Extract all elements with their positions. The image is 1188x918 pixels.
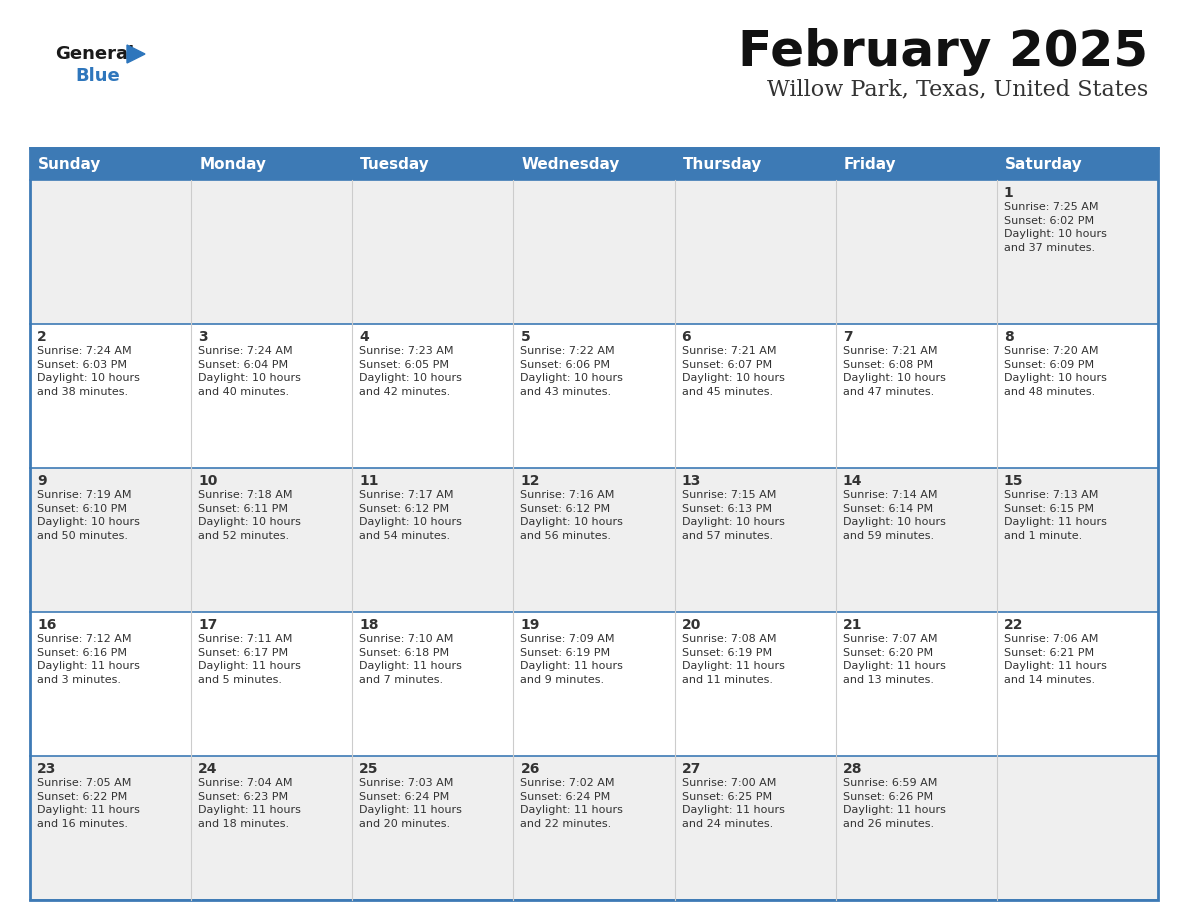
Text: Sunrise: 7:13 AM
Sunset: 6:15 PM
Daylight: 11 hours
and 1 minute.: Sunrise: 7:13 AM Sunset: 6:15 PM Dayligh… — [1004, 490, 1107, 541]
Text: Sunrise: 7:25 AM
Sunset: 6:02 PM
Daylight: 10 hours
and 37 minutes.: Sunrise: 7:25 AM Sunset: 6:02 PM Dayligh… — [1004, 202, 1107, 252]
Text: 9: 9 — [37, 474, 46, 488]
Text: 4: 4 — [359, 330, 369, 344]
Text: Sunrise: 7:17 AM
Sunset: 6:12 PM
Daylight: 10 hours
and 54 minutes.: Sunrise: 7:17 AM Sunset: 6:12 PM Dayligh… — [359, 490, 462, 541]
Bar — [30, 468, 1158, 612]
Text: 24: 24 — [198, 762, 217, 776]
Text: Sunrise: 6:59 AM
Sunset: 6:26 PM
Daylight: 11 hours
and 26 minutes.: Sunrise: 6:59 AM Sunset: 6:26 PM Dayligh… — [842, 778, 946, 829]
Text: 14: 14 — [842, 474, 862, 488]
Text: Sunrise: 7:15 AM
Sunset: 6:13 PM
Daylight: 10 hours
and 57 minutes.: Sunrise: 7:15 AM Sunset: 6:13 PM Dayligh… — [682, 490, 784, 541]
Text: Sunrise: 7:03 AM
Sunset: 6:24 PM
Daylight: 11 hours
and 20 minutes.: Sunrise: 7:03 AM Sunset: 6:24 PM Dayligh… — [359, 778, 462, 829]
Bar — [30, 756, 1158, 900]
Text: Sunrise: 7:10 AM
Sunset: 6:18 PM
Daylight: 11 hours
and 7 minutes.: Sunrise: 7:10 AM Sunset: 6:18 PM Dayligh… — [359, 634, 462, 685]
Text: 28: 28 — [842, 762, 862, 776]
Text: Sunrise: 7:21 AM
Sunset: 6:08 PM
Daylight: 10 hours
and 47 minutes.: Sunrise: 7:21 AM Sunset: 6:08 PM Dayligh… — [842, 346, 946, 397]
Text: Sunrise: 7:20 AM
Sunset: 6:09 PM
Daylight: 10 hours
and 48 minutes.: Sunrise: 7:20 AM Sunset: 6:09 PM Dayligh… — [1004, 346, 1107, 397]
Text: 7: 7 — [842, 330, 852, 344]
Text: 5: 5 — [520, 330, 530, 344]
Text: 10: 10 — [198, 474, 217, 488]
Text: 19: 19 — [520, 618, 539, 632]
Polygon shape — [127, 45, 145, 63]
Text: Sunrise: 7:22 AM
Sunset: 6:06 PM
Daylight: 10 hours
and 43 minutes.: Sunrise: 7:22 AM Sunset: 6:06 PM Dayligh… — [520, 346, 624, 397]
Text: Saturday: Saturday — [1005, 156, 1082, 172]
Text: Sunrise: 7:19 AM
Sunset: 6:10 PM
Daylight: 10 hours
and 50 minutes.: Sunrise: 7:19 AM Sunset: 6:10 PM Dayligh… — [37, 490, 140, 541]
Text: 22: 22 — [1004, 618, 1023, 632]
Text: 8: 8 — [1004, 330, 1013, 344]
Text: Sunrise: 7:12 AM
Sunset: 6:16 PM
Daylight: 11 hours
and 3 minutes.: Sunrise: 7:12 AM Sunset: 6:16 PM Dayligh… — [37, 634, 140, 685]
Text: Sunrise: 7:23 AM
Sunset: 6:05 PM
Daylight: 10 hours
and 42 minutes.: Sunrise: 7:23 AM Sunset: 6:05 PM Dayligh… — [359, 346, 462, 397]
Text: 26: 26 — [520, 762, 539, 776]
Text: Sunday: Sunday — [38, 156, 101, 172]
Text: 1: 1 — [1004, 186, 1013, 200]
Text: Sunrise: 7:07 AM
Sunset: 6:20 PM
Daylight: 11 hours
and 13 minutes.: Sunrise: 7:07 AM Sunset: 6:20 PM Dayligh… — [842, 634, 946, 685]
Text: 27: 27 — [682, 762, 701, 776]
Text: 16: 16 — [37, 618, 56, 632]
Text: Sunrise: 7:02 AM
Sunset: 6:24 PM
Daylight: 11 hours
and 22 minutes.: Sunrise: 7:02 AM Sunset: 6:24 PM Dayligh… — [520, 778, 624, 829]
Text: 11: 11 — [359, 474, 379, 488]
Bar — [30, 612, 1158, 756]
Text: 2: 2 — [37, 330, 46, 344]
Text: Sunrise: 7:14 AM
Sunset: 6:14 PM
Daylight: 10 hours
and 59 minutes.: Sunrise: 7:14 AM Sunset: 6:14 PM Dayligh… — [842, 490, 946, 541]
Text: Willow Park, Texas, United States: Willow Park, Texas, United States — [766, 78, 1148, 100]
Text: Sunrise: 7:18 AM
Sunset: 6:11 PM
Daylight: 10 hours
and 52 minutes.: Sunrise: 7:18 AM Sunset: 6:11 PM Dayligh… — [198, 490, 301, 541]
Text: 12: 12 — [520, 474, 539, 488]
Text: Thursday: Thursday — [683, 156, 762, 172]
Text: 13: 13 — [682, 474, 701, 488]
Text: Sunrise: 7:21 AM
Sunset: 6:07 PM
Daylight: 10 hours
and 45 minutes.: Sunrise: 7:21 AM Sunset: 6:07 PM Dayligh… — [682, 346, 784, 397]
Text: 17: 17 — [198, 618, 217, 632]
Bar — [30, 148, 1158, 180]
Text: Friday: Friday — [843, 156, 896, 172]
Text: General: General — [55, 45, 134, 63]
Text: February 2025: February 2025 — [738, 28, 1148, 76]
Text: 3: 3 — [198, 330, 208, 344]
Text: Sunrise: 7:04 AM
Sunset: 6:23 PM
Daylight: 11 hours
and 18 minutes.: Sunrise: 7:04 AM Sunset: 6:23 PM Dayligh… — [198, 778, 301, 829]
Text: 23: 23 — [37, 762, 56, 776]
Text: Sunrise: 7:24 AM
Sunset: 6:03 PM
Daylight: 10 hours
and 38 minutes.: Sunrise: 7:24 AM Sunset: 6:03 PM Dayligh… — [37, 346, 140, 397]
Text: Sunrise: 7:09 AM
Sunset: 6:19 PM
Daylight: 11 hours
and 9 minutes.: Sunrise: 7:09 AM Sunset: 6:19 PM Dayligh… — [520, 634, 624, 685]
Text: 20: 20 — [682, 618, 701, 632]
Text: Sunrise: 7:00 AM
Sunset: 6:25 PM
Daylight: 11 hours
and 24 minutes.: Sunrise: 7:00 AM Sunset: 6:25 PM Dayligh… — [682, 778, 784, 829]
Text: Sunrise: 7:06 AM
Sunset: 6:21 PM
Daylight: 11 hours
and 14 minutes.: Sunrise: 7:06 AM Sunset: 6:21 PM Dayligh… — [1004, 634, 1107, 685]
Text: 15: 15 — [1004, 474, 1023, 488]
Bar — [30, 180, 1158, 324]
Text: Tuesday: Tuesday — [360, 156, 430, 172]
Text: Sunrise: 7:08 AM
Sunset: 6:19 PM
Daylight: 11 hours
and 11 minutes.: Sunrise: 7:08 AM Sunset: 6:19 PM Dayligh… — [682, 634, 784, 685]
Text: Sunrise: 7:05 AM
Sunset: 6:22 PM
Daylight: 11 hours
and 16 minutes.: Sunrise: 7:05 AM Sunset: 6:22 PM Dayligh… — [37, 778, 140, 829]
Text: Wednesday: Wednesday — [522, 156, 620, 172]
Bar — [30, 148, 1158, 900]
Text: 21: 21 — [842, 618, 862, 632]
Text: Sunrise: 7:24 AM
Sunset: 6:04 PM
Daylight: 10 hours
and 40 minutes.: Sunrise: 7:24 AM Sunset: 6:04 PM Dayligh… — [198, 346, 301, 397]
Text: Sunrise: 7:11 AM
Sunset: 6:17 PM
Daylight: 11 hours
and 5 minutes.: Sunrise: 7:11 AM Sunset: 6:17 PM Dayligh… — [198, 634, 301, 685]
Text: Sunrise: 7:16 AM
Sunset: 6:12 PM
Daylight: 10 hours
and 56 minutes.: Sunrise: 7:16 AM Sunset: 6:12 PM Dayligh… — [520, 490, 624, 541]
Bar — [30, 324, 1158, 468]
Text: 25: 25 — [359, 762, 379, 776]
Text: Blue: Blue — [75, 67, 120, 85]
Text: Monday: Monday — [200, 156, 266, 172]
Text: 18: 18 — [359, 618, 379, 632]
Text: 6: 6 — [682, 330, 691, 344]
